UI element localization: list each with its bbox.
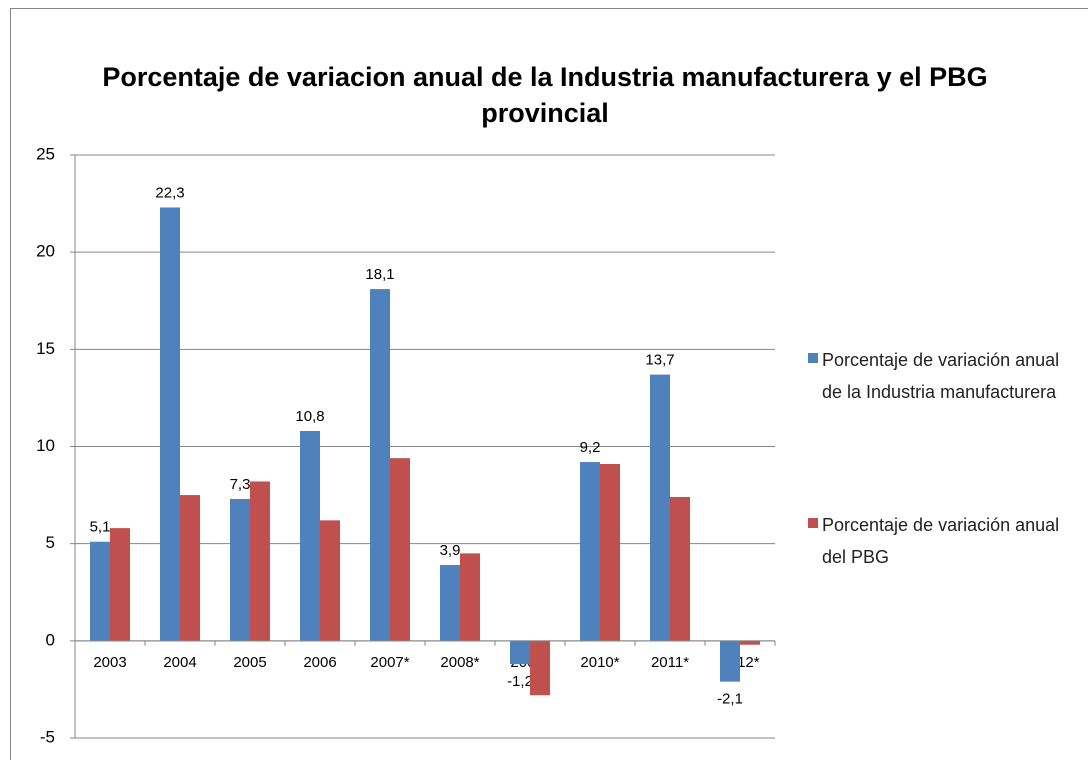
bar (320, 520, 340, 641)
y-tick-label: 20 (36, 242, 55, 261)
x-tick-label: 2006 (303, 654, 336, 671)
bar (110, 528, 130, 641)
bar (720, 640, 740, 682)
y-tick-label: 15 (36, 339, 55, 358)
x-tick-label: 2010* (580, 654, 619, 671)
bar (250, 481, 270, 641)
legend-label: Porcentaje de variación anual de la Indus… (822, 350, 1059, 402)
data-label: 9,2 (580, 439, 601, 456)
bar (510, 640, 530, 665)
bar (580, 462, 600, 641)
bar (460, 553, 480, 641)
data-label: -1,2 (507, 673, 533, 690)
bar (160, 207, 180, 641)
bar (90, 541, 110, 641)
bar (530, 640, 550, 696)
bar (650, 374, 670, 641)
data-label: 7,3 (230, 476, 251, 493)
y-tick-label: 10 (36, 436, 55, 455)
legend-swatch (808, 353, 818, 363)
x-tick-label: 2008* (440, 654, 479, 671)
chart-title: Porcentaje de variacion anual de la Indu… (102, 62, 987, 128)
data-label: 3,9 (440, 542, 461, 559)
bar (370, 289, 390, 641)
x-tick-label: 2005 (233, 654, 266, 671)
legend-swatch (808, 518, 818, 528)
bar (440, 565, 460, 641)
bar (670, 497, 690, 641)
y-tick-label: 5 (46, 533, 55, 552)
y-tick-label: 25 (36, 144, 55, 163)
bar (740, 640, 760, 645)
data-label: 10,8 (295, 408, 324, 425)
y-tick-label: -5 (40, 727, 55, 746)
x-tick-label: 2011* (651, 654, 689, 671)
data-label: 5,1 (90, 519, 111, 536)
bar (230, 498, 250, 641)
data-label: 22,3 (155, 184, 184, 201)
bar (600, 463, 620, 641)
x-tick-label: 2004 (163, 654, 196, 671)
bar (300, 430, 320, 641)
bar (390, 458, 410, 641)
data-label: -2,1 (717, 691, 743, 708)
data-label: 18,1 (365, 266, 394, 283)
bar (180, 495, 200, 641)
y-tick-label: 0 (46, 630, 55, 649)
legend-label: Porcentaje de variación anual del PBG (822, 515, 1059, 567)
x-tick-label: 2007* (370, 654, 409, 671)
x-tick-label: 2003 (93, 654, 126, 671)
data-label: 13,7 (645, 352, 674, 369)
